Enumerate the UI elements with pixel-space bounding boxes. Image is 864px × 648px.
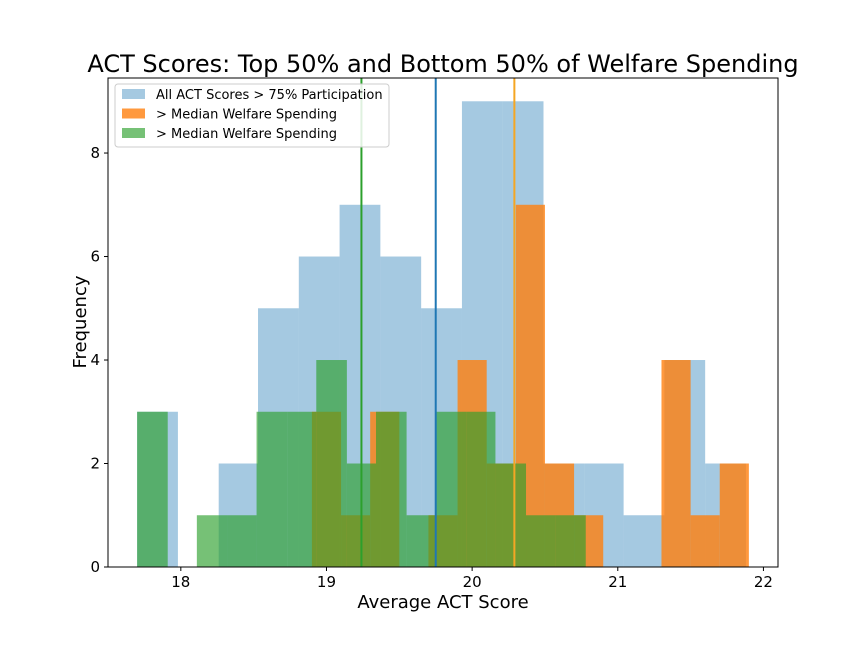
x-tick-label-2: 20 (463, 573, 482, 591)
y-axis-ticks: 0 2 4 6 8 (90, 144, 108, 576)
bar-series-2-bin-14 (555, 515, 586, 567)
plot-area (107, 77, 779, 568)
bars-layer (137, 101, 749, 568)
x-axis-label: Average ACT Score (357, 592, 528, 613)
x-axis-ticks: 18 19 20 21 22 (171, 567, 773, 591)
mean-lines-layer (360, 78, 516, 567)
bar-series-2-bin-13 (526, 515, 556, 567)
bar-series-0-bin-12 (623, 515, 665, 567)
legend-swatch-0 (122, 89, 145, 99)
bar-series-1-bin-14 (719, 463, 749, 567)
bar-series-2-bin-11 (466, 411, 496, 567)
legend-swatch-2 (122, 128, 145, 138)
legend-swatch-1 (122, 108, 145, 119)
bar-series-2-bin-4 (256, 411, 288, 567)
legend-label-1: > Median Welfare Spending (156, 108, 337, 123)
legend-label-0: All ACT Scores > 75% Participation (156, 88, 383, 103)
y-tick-label-3: 6 (90, 248, 100, 266)
bar-series-2-bin-5 (287, 411, 317, 567)
bar-series-1-bin-12 (661, 360, 691, 567)
bar-series-2-bin-10 (435, 411, 467, 567)
bar-series-2-bin-8 (376, 411, 407, 567)
plot-frame (107, 77, 779, 568)
bar-series-2-bin-9 (406, 515, 436, 567)
legend-label-2: > Median Welfare Spending (156, 127, 337, 142)
x-tick-label-0: 18 (171, 573, 190, 591)
x-tick-label-1: 19 (317, 573, 336, 591)
legend: All ACT Scores > 75% Participation > Medi… (114, 83, 390, 148)
x-tick-label-4: 22 (754, 573, 773, 591)
y-tick-label-0: 0 (90, 558, 100, 576)
chart-title: ACT Scores: Top 50% and Bottom 50% of We… (87, 50, 798, 78)
bar-series-2-bin-6 (316, 360, 347, 567)
y-tick-label-1: 2 (90, 455, 100, 473)
bar-series-2-bin-2 (196, 515, 228, 567)
legend-box (114, 83, 390, 148)
y-tick-label-2: 4 (90, 351, 100, 369)
bar-series-2-bin-12 (495, 463, 527, 567)
x-tick-label-3: 21 (608, 573, 627, 591)
bar-series-1-bin-13 (690, 515, 720, 567)
bar-series-2-bin-3 (227, 515, 257, 567)
bar-series-2-bin-0 (137, 411, 168, 567)
y-tick-label-4: 8 (90, 144, 100, 162)
y-axis-label: Frequency (70, 275, 91, 368)
